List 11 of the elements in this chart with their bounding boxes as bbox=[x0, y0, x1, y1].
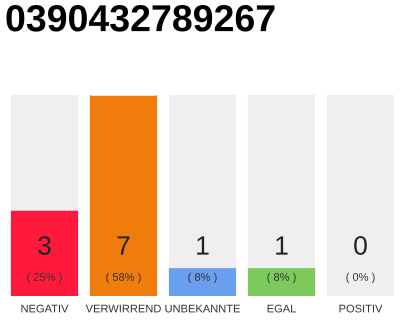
data-label: 7 ( 58% ) bbox=[106, 236, 141, 284]
x-tick-label: EGAL bbox=[268, 304, 296, 312]
data-label: 3 ( 25% ) bbox=[27, 236, 62, 284]
data-label: 1 ( 8% ) bbox=[267, 236, 296, 284]
chart-title: 0390432789267 bbox=[6, 4, 274, 32]
x-tick-label: VERWIRREND bbox=[86, 304, 161, 312]
x-tick-label: POSITIV bbox=[339, 304, 382, 312]
data-label: 1 ( 8% ) bbox=[188, 236, 217, 284]
data-label: 0 ( 0% ) bbox=[346, 236, 375, 284]
x-tick-label: UNBEKANNTE bbox=[165, 304, 240, 312]
x-tick-label: NEGATIV bbox=[21, 304, 68, 312]
